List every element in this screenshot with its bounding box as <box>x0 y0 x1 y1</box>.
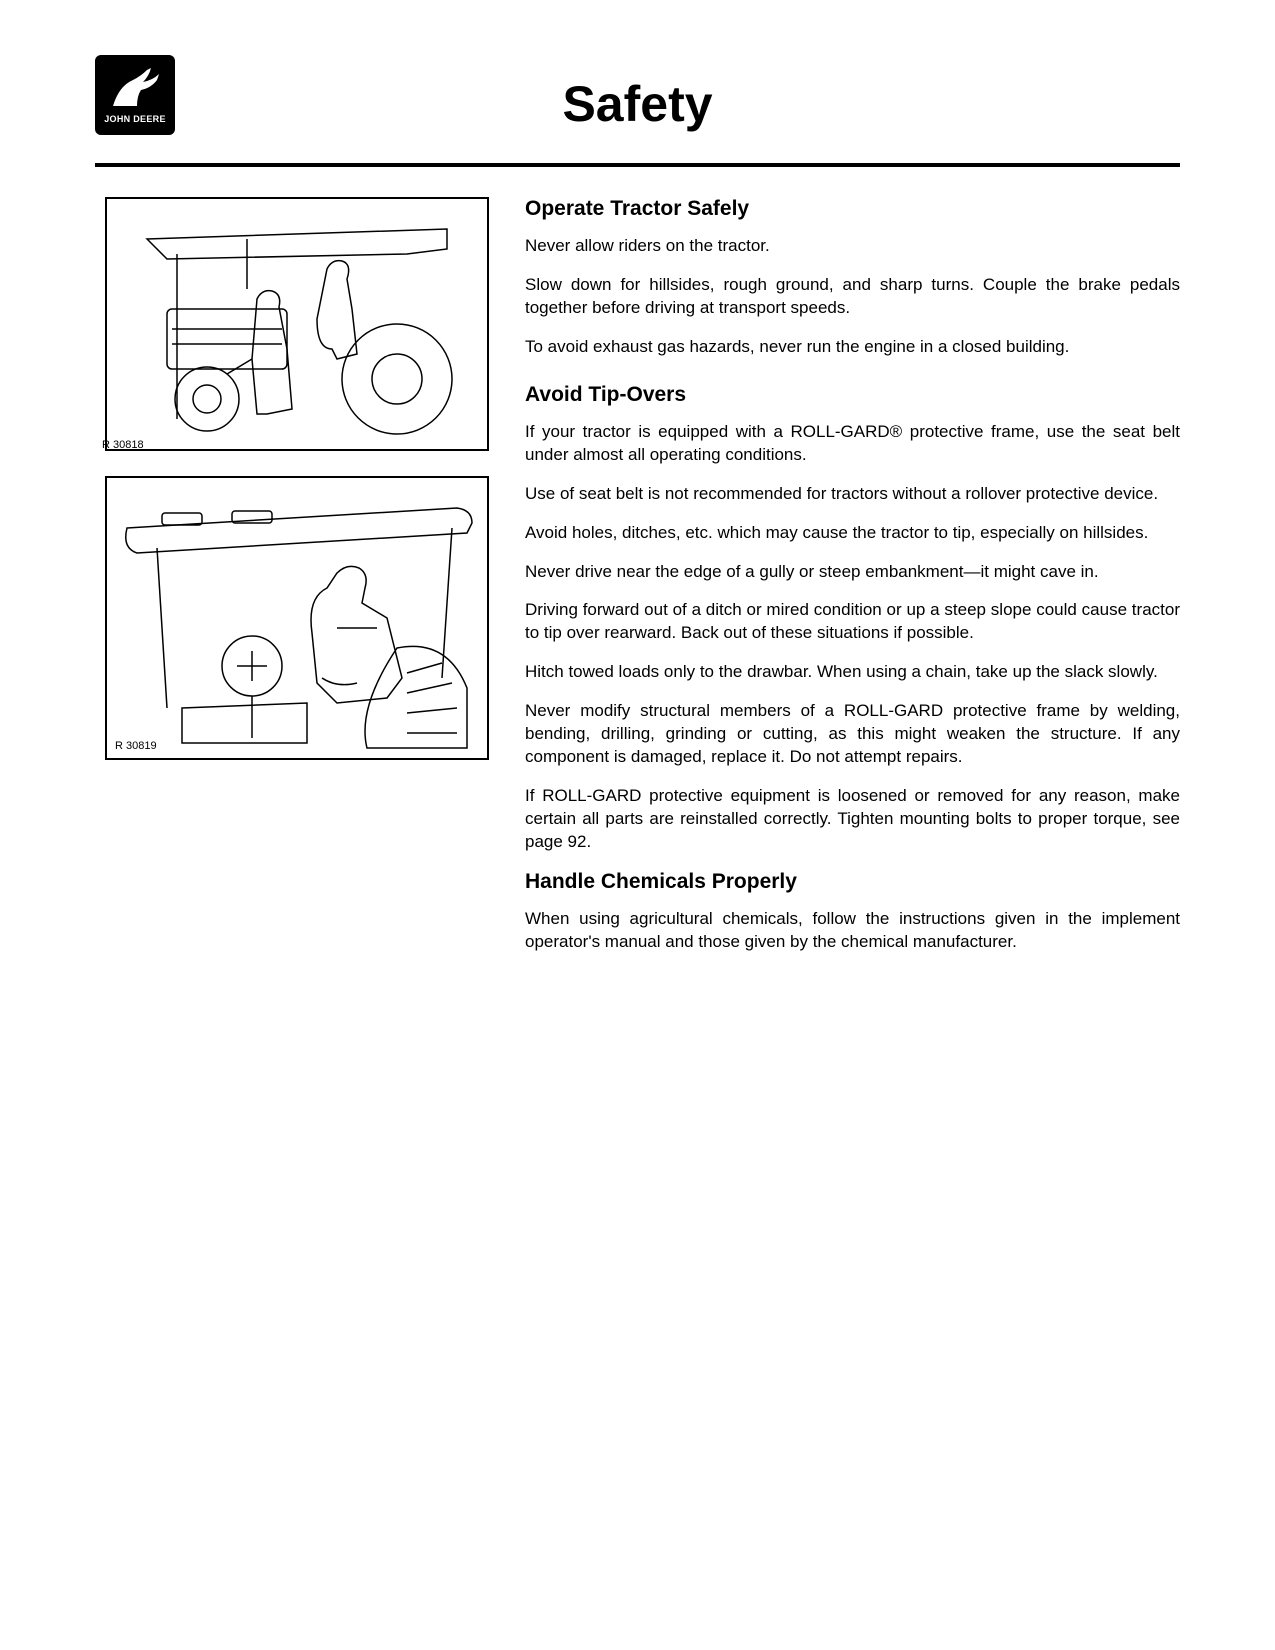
section-1-para-2: Slow down for hillsides, rough ground, a… <box>525 274 1180 320</box>
section-2-para-2: Use of seat belt is not recommended for … <box>525 483 1180 506</box>
header-rule <box>95 163 1180 167</box>
page: JOHN DEERE Safety <box>0 0 1275 1650</box>
section-2-para-1: If your tractor is equipped with a ROLL-… <box>525 421 1180 467</box>
figure-2: R 30819 <box>105 476 489 760</box>
section-3-heading: Handle Chemicals Properly <box>525 870 1180 894</box>
page-title: Safety <box>175 55 1180 133</box>
tractor-illustration-1 <box>107 199 487 449</box>
section-3-para-1: When using agricultural chemicals, follo… <box>525 908 1180 954</box>
section-2-heading: Avoid Tip-Overs <box>525 383 1180 407</box>
section-1-para-3: To avoid exhaust gas hazards, never run … <box>525 336 1180 359</box>
section-2-para-4: Never drive near the edge of a gully or … <box>525 561 1180 584</box>
page-header: JOHN DEERE Safety <box>95 55 1180 135</box>
section-2-para-5: Driving forward out of a ditch or mired … <box>525 599 1180 645</box>
section-2-para-6: Hitch towed loads only to the drawbar. W… <box>525 661 1180 684</box>
figures-column: R 30818 <box>95 197 495 970</box>
tractor-illustration-2 <box>107 478 487 758</box>
section-1-para-1: Never allow riders on the tractor. <box>525 235 1180 258</box>
figure-1-ref: R 30818 <box>102 439 144 451</box>
section-1-heading: Operate Tractor Safely <box>525 197 1180 221</box>
section-2-para-3: Avoid holes, ditches, etc. which may cau… <box>525 522 1180 545</box>
section-2-para-8: If ROLL-GARD protective equipment is loo… <box>525 785 1180 854</box>
section-2-para-7: Never modify structural members of a ROL… <box>525 700 1180 769</box>
figure-2-ref: R 30819 <box>115 740 157 752</box>
text-column: Operate Tractor Safely Never allow rider… <box>525 197 1180 970</box>
content-area: R 30818 <box>95 197 1180 970</box>
brand-text: JOHN DEERE <box>104 114 166 124</box>
deer-icon <box>107 66 163 112</box>
figure-1: R 30818 <box>105 197 489 451</box>
brand-logo: JOHN DEERE <box>95 55 175 135</box>
